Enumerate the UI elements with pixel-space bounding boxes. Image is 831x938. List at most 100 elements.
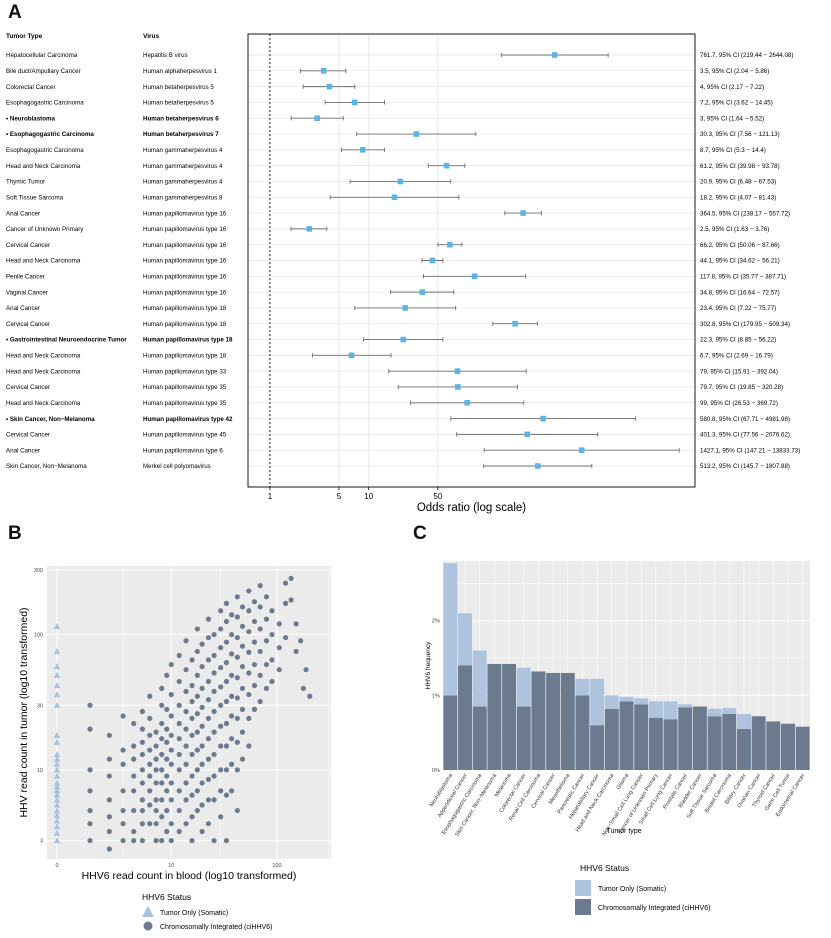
y-tick-label: 3 <box>40 839 43 845</box>
row-or-label: 761.7, 95% CI (219.44 − 2644.08) <box>700 52 793 59</box>
scatter-point-ciHHV6 <box>239 756 246 762</box>
row-or-label: 79, 95% CI (15.91 − 392.04) <box>700 368 778 375</box>
scatter-point-ciHHV6 <box>263 685 270 691</box>
scatter-point-ciHHV6 <box>223 792 230 798</box>
legend-label-ciHHV6: Chromosomally Integrated (ciHHV6) <box>598 905 710 912</box>
bar-somatic <box>472 650 487 707</box>
bar-somatic <box>648 701 663 718</box>
scatter-point-ciHHV6 <box>269 678 275 685</box>
legend-label-somatic: Tumor Only (Somatic) <box>160 910 228 917</box>
scatter-point-ciHHV6 <box>218 743 224 749</box>
scatter-point-somatic <box>53 807 61 814</box>
odds-ratio-point <box>326 83 333 90</box>
scatter-point-ciHHV6 <box>183 780 189 786</box>
scatter-point-ciHHV6 <box>176 720 182 727</box>
odds-ratio-point <box>540 415 546 422</box>
row-virus-label: Human papillomavirus type 45 <box>143 432 227 439</box>
row-or-label: 79.7, 95% CI (19.85 − 320.28) <box>700 384 783 391</box>
row-virus-label: Human papillomavirus type 33 <box>143 368 227 375</box>
scatter-point-ciHHV6 <box>211 708 217 715</box>
scatter-point-ciHHV6 <box>229 761 235 767</box>
scatter-point-ciHHV6 <box>139 780 145 786</box>
scatter-point-ciHHV6 <box>164 807 170 814</box>
scatter-point-ciHHV6 <box>218 767 224 773</box>
scatter-point-ciHHV6 <box>199 761 205 767</box>
scatter-point-ciHHV6 <box>229 631 235 638</box>
bar-ciHHV6 <box>458 665 472 770</box>
scatter-point-ciHHV6 <box>234 675 240 681</box>
scatter-point-ciHHV6 <box>164 726 170 732</box>
odds-ratio-point <box>512 320 518 327</box>
scatter-point-ciHHV6 <box>205 616 212 622</box>
x-axis-title: Odds ratio (log scale) <box>417 502 526 514</box>
scatter-point-ciHHV6 <box>194 747 200 753</box>
odds-ratio-point <box>534 463 541 469</box>
scatter-point-ciHHV6 <box>239 604 246 610</box>
scatter-point-ciHHV6 <box>147 773 153 779</box>
odds-ratio-point <box>551 52 558 58</box>
row-or-label: 364.5, 95% CI (238.17 − 557.72) <box>700 210 790 217</box>
row-tumor-label: Hepatocellular Carcinoma <box>6 52 78 59</box>
scatter-point-somatic <box>53 787 61 794</box>
scatter-point-somatic <box>53 823 61 830</box>
scatter-point-ciHHV6 <box>139 807 145 814</box>
x-tick-label: 100 <box>272 863 281 869</box>
row-or-label: 30.3, 95% CI (7.56 − 121.13) <box>700 131 780 138</box>
scatter-point-ciHHV6 <box>246 629 252 635</box>
scatter-point-ciHHV6 <box>229 788 235 794</box>
scatter-point-ciHHV6 <box>218 723 224 729</box>
bar-somatic <box>590 678 605 726</box>
row-or-label: 1427.1, 95% CI (147.21 − 13833.73) <box>700 447 800 454</box>
scatter-point-ciHHV6 <box>251 706 258 712</box>
scatter-point-ciHHV6 <box>139 739 145 745</box>
bar-somatic <box>516 667 531 707</box>
odds-ratio-point <box>359 147 366 153</box>
scatter-point-ciHHV6 <box>211 837 217 844</box>
odds-ratio-point <box>524 431 531 438</box>
odds-ratio-point <box>464 399 470 406</box>
scatter-point-ciHHV6 <box>282 634 289 641</box>
panel-b-label: B <box>8 523 22 544</box>
odds-ratio-point <box>454 368 461 374</box>
scatter-point-ciHHV6 <box>164 828 170 835</box>
x-tick-label: Ovarian Cancer <box>736 773 762 810</box>
scatter-point-ciHHV6 <box>176 652 182 659</box>
bar-ciHHV6 <box>736 728 751 770</box>
scatter-point-somatic <box>53 623 61 629</box>
scatter-point-ciHHV6 <box>168 747 174 753</box>
x-axis-title: Tumor type <box>606 828 641 835</box>
scatter-point-ciHHV6 <box>205 715 212 722</box>
row-or-label: 7.2, 95% CI (3.62 − 14.45) <box>700 100 773 107</box>
scatter-point-ciHHV6 <box>218 684 224 690</box>
scatter-point-ciHHV6 <box>176 678 182 685</box>
scatter-point-ciHHV6 <box>211 652 217 659</box>
scatter-panel-bg <box>47 566 331 859</box>
scatter-point-ciHHV6 <box>257 672 263 678</box>
scatter-point-ciHHV6 <box>246 743 252 749</box>
odds-ratio-point <box>413 131 420 137</box>
scatter-point-ciHHV6 <box>246 649 252 655</box>
scatter-point-ciHHV6 <box>234 654 240 660</box>
bar-ciHHV6 <box>766 721 781 770</box>
bar-ciHHV6 <box>751 716 766 770</box>
scatter-point-ciHHV6 <box>176 702 182 708</box>
scatter-point-ciHHV6 <box>239 685 246 691</box>
row-tumor-label: • Neuroblastoma <box>6 115 55 122</box>
x-tick-label: 5 <box>337 492 342 501</box>
row-tumor-label: Esophagogastric Carcinoma <box>6 100 84 107</box>
scatter-point-somatic <box>53 755 61 762</box>
scatter-point-ciHHV6 <box>176 751 182 758</box>
scatter-point-ciHHV6 <box>263 594 270 600</box>
scatter-point-somatic <box>53 648 61 655</box>
scatter-point-somatic <box>53 760 61 767</box>
scatter-point-ciHHV6 <box>176 736 182 742</box>
scatter-point-ciHHV6 <box>239 729 246 735</box>
panel-a-label: A <box>8 2 22 23</box>
bar-somatic <box>736 714 751 729</box>
row-or-label: 20.9, 95% CI (6.48 − 67.53) <box>700 179 776 186</box>
scatter-point-somatic <box>53 801 61 808</box>
scatter-point-ciHHV6 <box>194 788 200 794</box>
y-axis-title: HHV6 frequency <box>425 641 432 689</box>
scatter-point-ciHHV6 <box>257 698 263 705</box>
scatter-point-ciHHV6 <box>211 688 217 695</box>
